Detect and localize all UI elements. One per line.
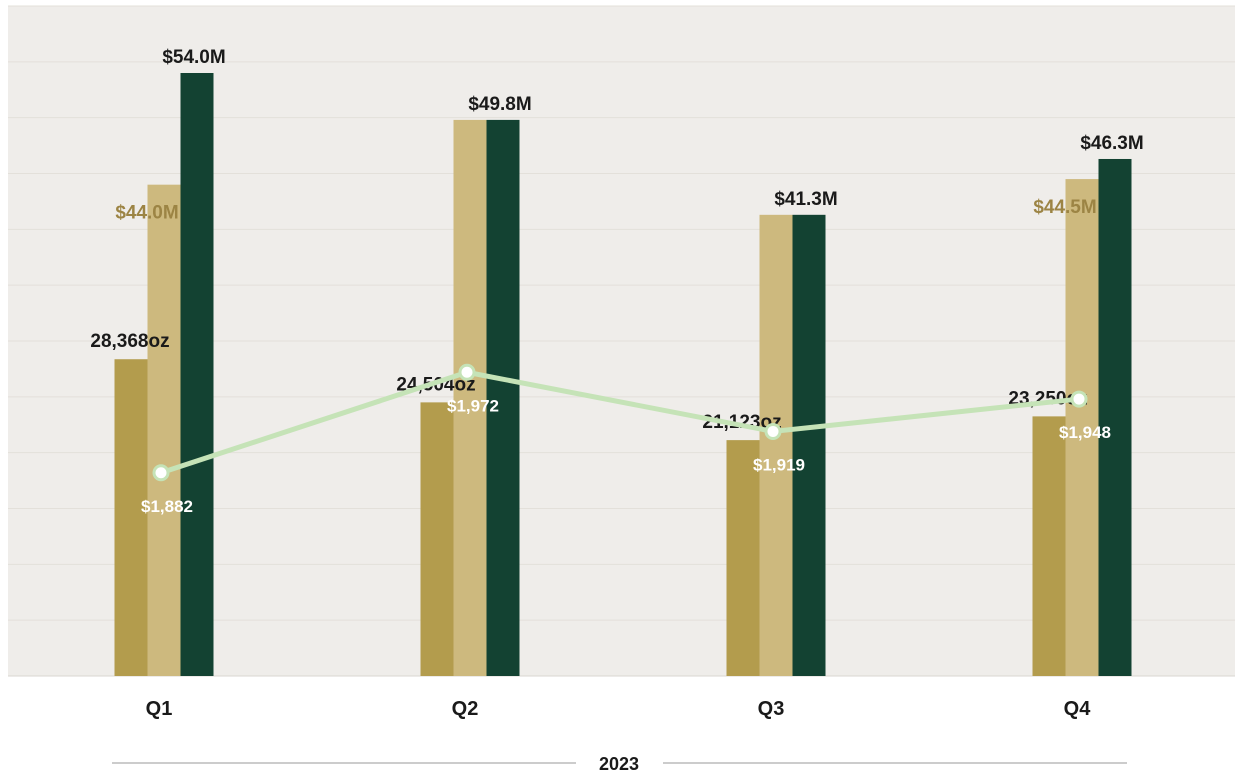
line-point-q4 [1070,390,1088,408]
bar-s2-q2 [453,119,487,676]
bar-s3-q2 [486,119,520,676]
bars [114,73,1132,677]
line-point-q2 [458,363,476,381]
bar-label-s2-q4: $44.5M [1033,197,1096,218]
line-layer: $1,882 $1,972 $1,919 $1,948 [141,363,1111,516]
x-ticks: Q1 Q2 Q3 Q4 [146,698,1092,720]
line-label-q3: $1,919 [753,455,805,474]
bar-label-s1-q1: 28,368oz [90,331,169,352]
x-tick-q1: Q1 [146,698,173,720]
group-label: 2023 [599,754,639,774]
line-label-q4: $1,948 [1059,423,1111,442]
bar-label-s2-q1: $44.0M [115,203,178,224]
bar-s2-q4 [1065,179,1099,677]
x-tick-q3: Q3 [758,698,785,720]
bar-label-s3-q2: $49.8M [468,94,531,115]
bar-s2-q1 [147,184,181,676]
bar-s2-q3 [759,214,793,677]
group-axis: 2023 [112,754,1127,774]
x-tick-q4: Q4 [1064,698,1092,720]
bar-s1-q2 [420,402,454,676]
bar-s3-q4 [1098,158,1132,676]
line-label-q1: $1,882 [141,497,193,516]
bar-label-s3-q3: $41.3M [774,189,837,210]
line-label-q2: $1,972 [447,396,499,415]
bar-label-s3-q1: $54.0M [162,47,225,68]
x-tick-q2: Q2 [452,698,479,720]
line-point-q1 [152,464,170,482]
bar-s1-q1 [114,359,148,676]
line-point-q3 [764,422,782,440]
bar-label-s3-q4: $46.3M [1080,133,1143,154]
bar-s1-q3 [726,440,760,676]
bar-s1-q4 [1032,416,1066,676]
bar-s3-q1 [180,73,214,676]
line-series-path [160,369,1080,476]
bar-s3-q3 [792,214,826,677]
